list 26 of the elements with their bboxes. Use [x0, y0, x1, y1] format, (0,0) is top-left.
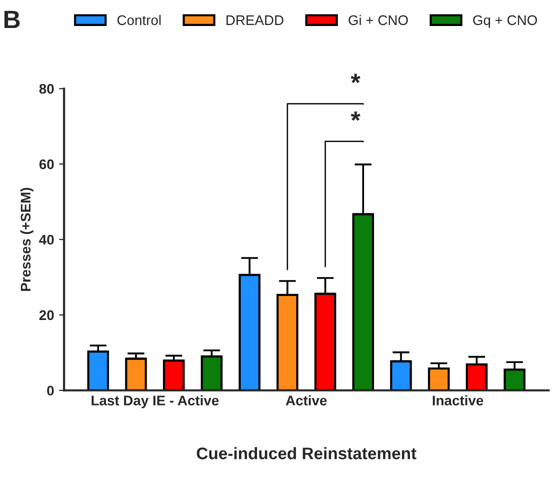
y-tick-label: 60 — [39, 159, 54, 170]
bar — [125, 358, 147, 390]
y-axis-title: Presses (+SEM) — [20, 188, 34, 291]
bar — [466, 363, 488, 390]
legend-label: DREADD — [226, 15, 284, 25]
legend-label: Gq + CNO — [473, 15, 537, 28]
x-tick-label: Last Day IE - Active — [92, 395, 219, 408]
x-axis-title: Cue-induced Reinstatement — [196, 447, 416, 460]
y-tick-label: 40 — [39, 234, 54, 245]
y-tick-label: 80 — [39, 84, 54, 94]
x-tick-label: Active — [286, 395, 327, 406]
legend-label: Gi + CNO — [348, 14, 408, 26]
bar — [162, 360, 185, 390]
bar — [200, 355, 223, 390]
bar — [428, 367, 450, 390]
bar — [238, 274, 260, 390]
y-tick-label: 0 — [47, 386, 54, 396]
x-tick-label: Inactive — [432, 395, 484, 406]
annotation: * — [350, 111, 360, 121]
bar — [504, 368, 526, 390]
bar — [276, 294, 298, 390]
text: B — [4, 10, 20, 28]
y-tick-label: 20 — [39, 310, 54, 320]
bar — [87, 350, 110, 390]
text: * — [350, 74, 360, 84]
legend-label: Control — [117, 14, 161, 26]
